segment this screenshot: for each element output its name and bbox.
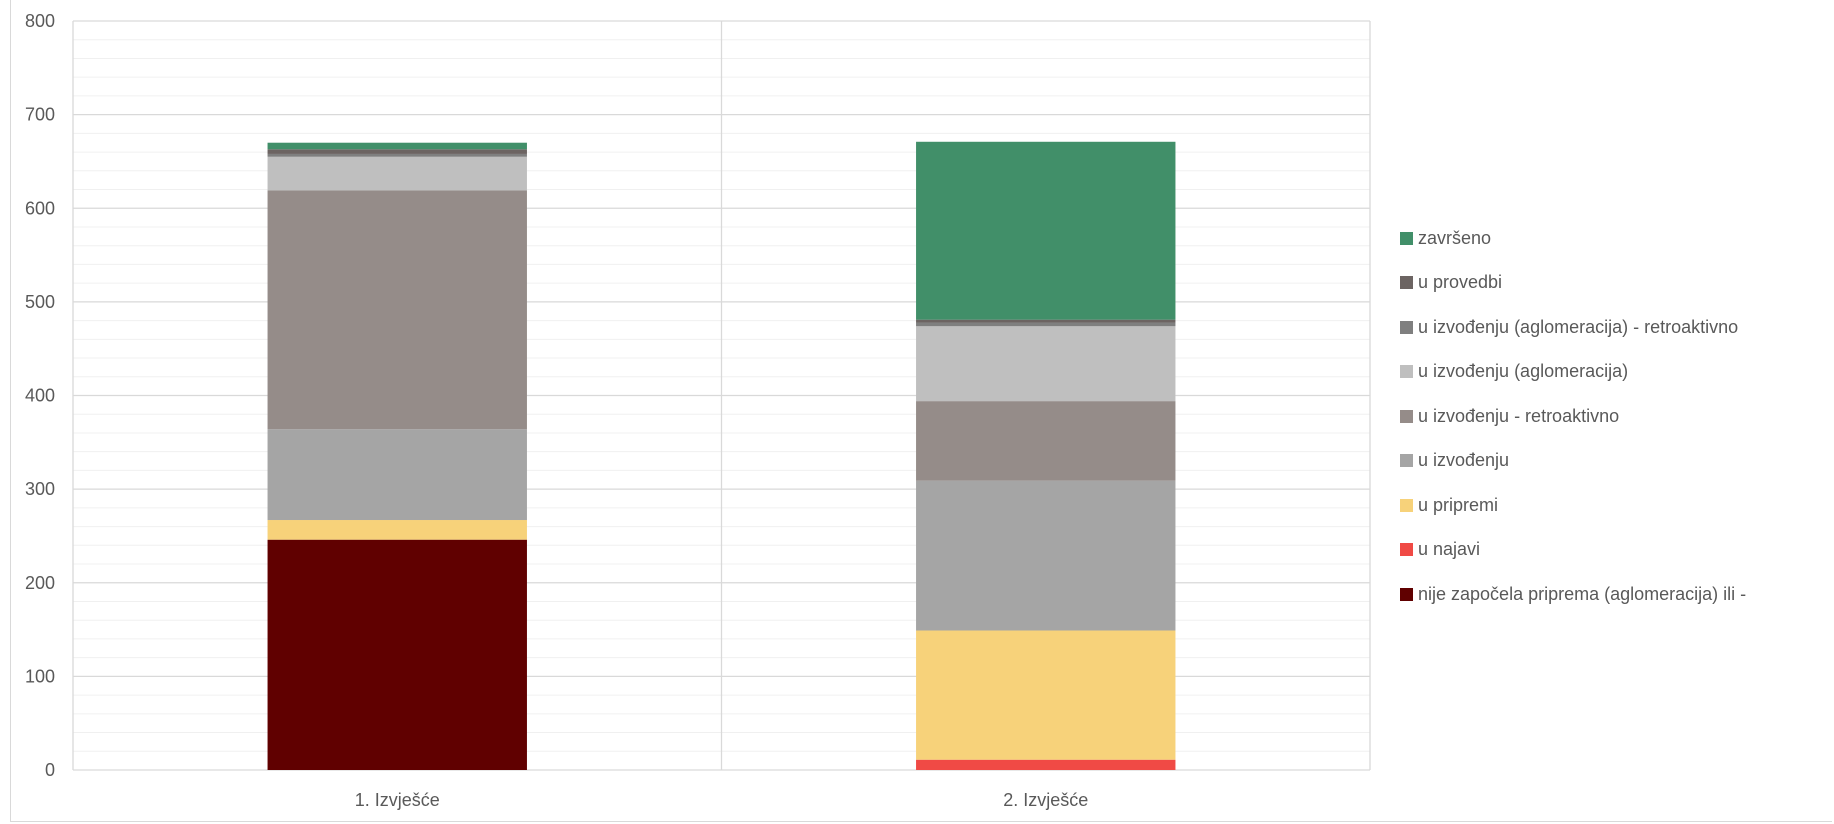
legend-label: u izvođenju (aglomeracija) xyxy=(1418,361,1629,382)
y-tick-label: 700 xyxy=(25,105,55,125)
y-tick-label: 300 xyxy=(25,479,55,499)
chart-frame: 0 100 200 300 400 500 600 700 800 1. Izvješće 2. I… xyxy=(10,0,1832,822)
legend: završeno u provedbi u izvođenju (aglomer… xyxy=(1400,216,1746,617)
y-tick-label: 800 xyxy=(25,11,55,31)
legend-label: završeno xyxy=(1418,227,1492,248)
bar-segment xyxy=(267,520,527,540)
legend-item-u-izvodenju-aglomeracija-retroaktivno: u izvođenju (aglomeracija) - retroaktivn… xyxy=(1400,305,1746,350)
bar-segment xyxy=(916,401,1176,481)
bar-segment xyxy=(916,480,1176,631)
legend-label: u izvođenju xyxy=(1418,450,1510,471)
legend-item-u-izvodenju: u izvođenju xyxy=(1400,439,1746,484)
legend-swatch xyxy=(1400,365,1413,379)
stacked-bar-chart: 0 100 200 300 400 500 600 700 800 1. Izvješće 2. I… xyxy=(25,11,1371,810)
bar-segment xyxy=(916,759,1176,770)
x-category-label: 2. Izvješće xyxy=(1003,790,1088,810)
bar-segment xyxy=(916,322,1176,327)
bar-segment xyxy=(916,326,1176,402)
legend-item-zavrseno: završeno xyxy=(1400,216,1746,261)
legend-swatch xyxy=(1400,276,1413,290)
y-tick-label: 400 xyxy=(25,386,55,406)
legend-label: u pripremi xyxy=(1418,494,1499,515)
y-tick-label: 100 xyxy=(25,666,55,686)
legend-item-u-izvodenju-retroaktivno: u izvođenju - retroaktivno xyxy=(1400,394,1746,439)
legend-swatch xyxy=(1400,587,1413,601)
bar-segment xyxy=(267,190,527,430)
bar-segment xyxy=(267,142,527,150)
bar-segment xyxy=(267,149,527,154)
legend-swatch xyxy=(1400,409,1413,423)
x-category-label: 1. Izvješće xyxy=(355,790,440,810)
bar-segment xyxy=(916,141,1176,320)
legend-label: u izvođenju - retroaktivno xyxy=(1418,405,1620,426)
legend-item-nije-zapocela-priprema: nije započela priprema (aglomeracija) il… xyxy=(1400,572,1746,617)
legend-label: u najavi xyxy=(1418,539,1481,560)
bar-segment xyxy=(267,429,527,521)
legend-label: nije započela priprema (aglomeracija) il… xyxy=(1418,583,1747,604)
y-tick-label: 600 xyxy=(25,198,55,218)
legend-item-u-pripremi: u pripremi xyxy=(1400,483,1746,528)
bar-segment xyxy=(267,153,527,157)
legend-label: u provedbi xyxy=(1418,272,1503,293)
legend-item-u-najavi: u najavi xyxy=(1400,528,1746,573)
bar-segment xyxy=(267,156,527,191)
legend-swatch xyxy=(1400,454,1413,468)
bar-segment xyxy=(267,539,527,770)
legend-item-u-provedbi: u provedbi xyxy=(1400,261,1746,306)
legend-label: u izvođenju (aglomeracija) - retroaktivn… xyxy=(1418,316,1739,337)
bar-segment xyxy=(916,630,1176,760)
legend-swatch xyxy=(1400,543,1413,557)
legend-item-u-izvodenju-aglomeracija: u izvođenju (aglomeracija) xyxy=(1400,350,1746,395)
bar-segment xyxy=(916,319,1176,323)
legend-swatch xyxy=(1400,231,1413,245)
y-tick-label: 500 xyxy=(25,292,55,312)
y-tick-label: 0 xyxy=(45,760,55,780)
legend-swatch xyxy=(1400,498,1413,512)
legend-swatch xyxy=(1400,320,1413,334)
y-tick-label: 200 xyxy=(25,573,55,593)
